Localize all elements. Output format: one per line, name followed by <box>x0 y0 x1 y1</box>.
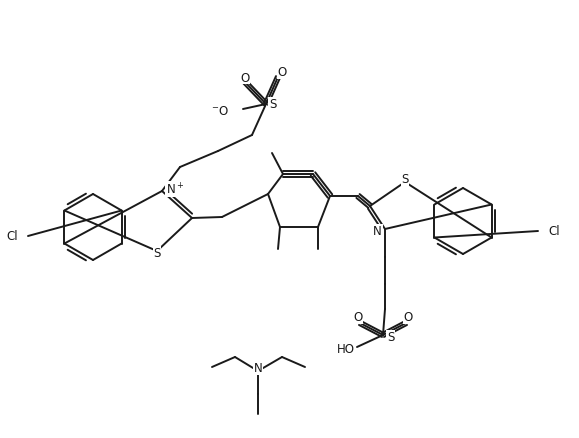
Text: S: S <box>387 331 394 344</box>
Text: O: O <box>404 311 413 324</box>
Text: S: S <box>153 247 161 260</box>
Text: O: O <box>240 71 250 84</box>
Text: Cl: Cl <box>548 225 560 238</box>
Text: O: O <box>353 311 362 324</box>
Text: HO: HO <box>337 343 355 356</box>
Text: N: N <box>254 362 262 374</box>
Text: N$^+$: N$^+$ <box>166 182 185 197</box>
Text: S: S <box>401 173 409 186</box>
Text: S: S <box>269 98 276 111</box>
Text: $^{-}$O: $^{-}$O <box>211 105 229 118</box>
Text: O: O <box>277 66 287 79</box>
Text: N: N <box>373 225 382 238</box>
Text: Cl: Cl <box>6 230 18 243</box>
